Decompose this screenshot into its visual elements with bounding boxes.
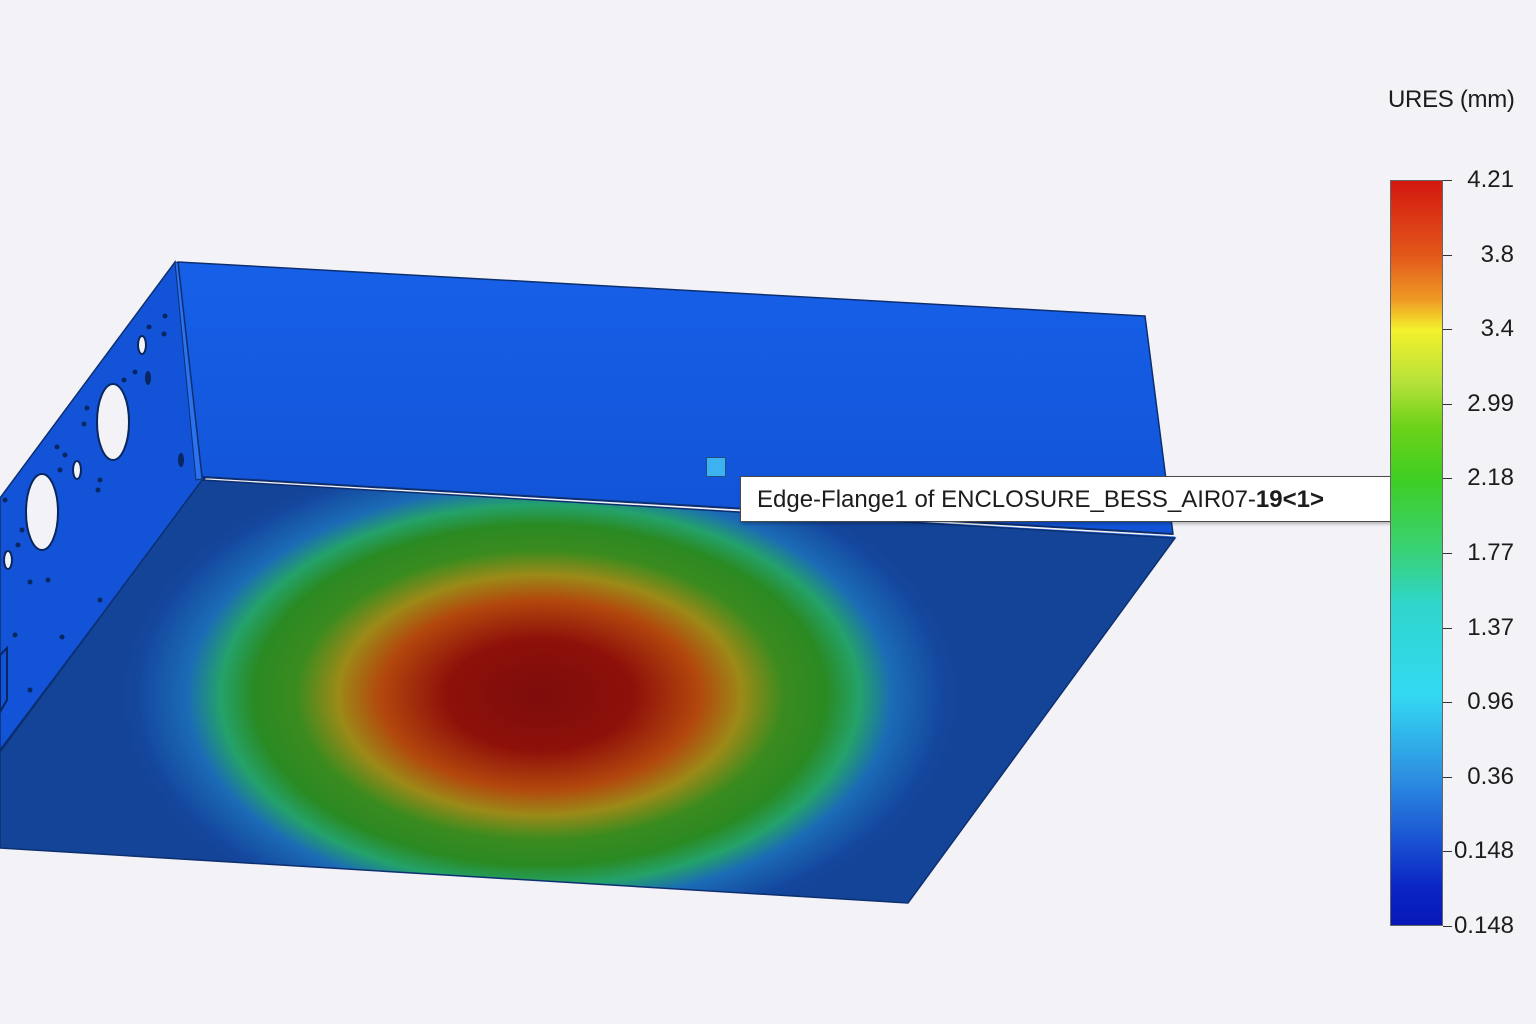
legend-tick-mark bbox=[1443, 478, 1452, 479]
side-wall-slot bbox=[0, 645, 8, 714]
legend-tick-mark bbox=[1443, 702, 1452, 703]
legend-tick-label: 0.36 bbox=[1467, 763, 1514, 790]
tooltip-text: Edge-Flange1 of ENCLOSURE_BESS_AIR07- bbox=[757, 486, 1256, 513]
legend-tick-mark bbox=[1443, 553, 1452, 554]
small-hole bbox=[72, 460, 82, 480]
legend-tick-mark bbox=[1443, 628, 1452, 629]
bottom-plate bbox=[0, 479, 1177, 904]
tooltip-instance: 19<1> bbox=[1255, 486, 1324, 513]
legend-tick-label: 0.148 bbox=[1453, 912, 1514, 939]
legend-tick-mark bbox=[1443, 777, 1452, 778]
legend-tick-mark bbox=[1443, 329, 1452, 330]
legend-tick-mark bbox=[1443, 851, 1452, 852]
legend-tick-label: 2.99 bbox=[1467, 390, 1514, 417]
small-hole bbox=[3, 550, 13, 570]
legend-tick-mark bbox=[1443, 404, 1452, 405]
small-hole bbox=[137, 335, 147, 355]
legend-tick-mark bbox=[1443, 926, 1452, 927]
legend-tick-mark bbox=[1443, 180, 1452, 181]
large-hole bbox=[25, 473, 59, 551]
legend-title: URES (mm) bbox=[1388, 86, 1515, 113]
legend-tick-label: 0.96 bbox=[1467, 688, 1514, 715]
legend-tick-label: 1.37 bbox=[1467, 614, 1514, 641]
legend-tick-label: 0.148 bbox=[1453, 837, 1514, 864]
large-hole bbox=[96, 383, 130, 461]
side-wall-dots bbox=[2, 313, 184, 693]
legend-tick-label: 3.8 bbox=[1480, 241, 1514, 268]
legend-tick-label: 2.18 bbox=[1467, 464, 1514, 491]
probe-marker[interactable] bbox=[706, 457, 726, 477]
flange-edge-line bbox=[201, 476, 1174, 535]
legend-tick-mark bbox=[1443, 255, 1452, 256]
legend-tick-label: 4.21 bbox=[1467, 166, 1514, 193]
side-wall-holes bbox=[3, 335, 147, 570]
color-scale-bar bbox=[1390, 180, 1443, 926]
legend-tick-label: 1.77 bbox=[1467, 539, 1514, 566]
legend-tick-label: 3.4 bbox=[1480, 315, 1514, 342]
selection-tooltip: Edge-Flange1 of ENCLOSURE_BESS_AIR07-19<… bbox=[740, 476, 1410, 522]
